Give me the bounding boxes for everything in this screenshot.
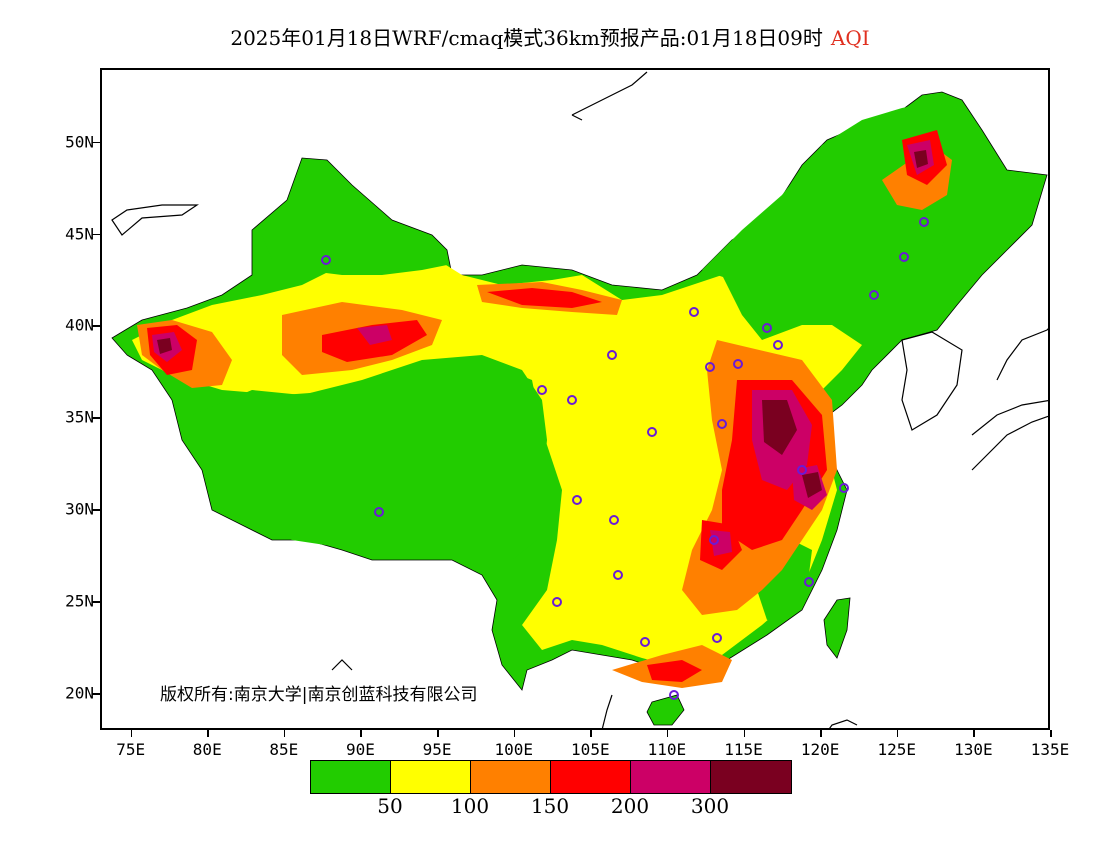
dzungaria-green [262, 165, 447, 275]
lon-label-120: 120E [800, 740, 840, 759]
variable-label: AQI [830, 26, 870, 50]
map-frame [100, 68, 1050, 730]
lon-tick [896, 730, 899, 737]
lat-tick [92, 509, 100, 511]
legend-threshold-50: 50 [377, 794, 403, 818]
map-title: 2025年01月18日WRF/cmaq模式36km预报产品:01月18日09时 A… [0, 22, 1100, 51]
lat-tick [92, 325, 100, 327]
lon-tick [590, 730, 592, 737]
copyright-notice: 版权所有:南京大学|南京创蓝科技有限公司 [160, 685, 478, 705]
lon-tick [360, 730, 362, 737]
lat-label-20: 20N [65, 683, 94, 703]
lon-label-130: 130E [954, 740, 993, 759]
lat-tick [92, 601, 100, 603]
lat-label-30: 30N [65, 499, 94, 519]
aqi-legend [310, 760, 792, 794]
legend-swatch-1 [311, 761, 391, 793]
lon-label-115: 115E [724, 740, 763, 759]
lat-tick [92, 693, 100, 695]
legend-swatch-3 [471, 761, 551, 793]
lon-label-90: 90E [346, 740, 375, 759]
lat-label-35: 35N [65, 407, 94, 427]
lon-tick [666, 730, 669, 737]
legend-swatch-6 [711, 761, 791, 793]
lon-label-100: 100E [494, 740, 533, 759]
lat-tick [92, 141, 100, 144]
lon-label-125: 125E [877, 740, 917, 759]
legend-swatch-5 [631, 761, 711, 793]
hazardous-zones [157, 150, 928, 498]
legend-threshold-200: 200 [610, 794, 650, 818]
lat-tick [92, 233, 100, 235]
lat-tick [92, 417, 100, 419]
station-markers [321, 217, 929, 700]
lon-tick [1050, 730, 1052, 737]
lon-label-80: 80E [192, 740, 222, 759]
legend-swatch-4 [551, 761, 631, 793]
lon-tick [820, 730, 822, 737]
hainan [646, 694, 685, 726]
legend-swatch-2 [391, 761, 471, 793]
lon-label-75: 75E [116, 740, 146, 759]
lon-tick [283, 730, 286, 737]
lat-label-25: 25N [65, 591, 94, 611]
lon-tick [973, 730, 975, 737]
aqi-map [111, 71, 1048, 728]
taiwan [823, 597, 851, 659]
lon-tick [743, 730, 746, 737]
lat-label-45: 45N [65, 224, 94, 243]
lon-tick [437, 730, 439, 737]
lat-label-50: 50N [65, 132, 94, 152]
title-text: 2025年01月18日WRF/cmaq模式36km预报产品:01月18日09时 [230, 26, 823, 50]
lat-label-40: 40N [65, 315, 94, 335]
legend-threshold-150: 150 [530, 794, 570, 818]
legend-threshold-300: 300 [690, 794, 730, 818]
lon-label-135: 135E [1030, 740, 1070, 759]
lon-tick [513, 730, 516, 737]
lon-label-110: 110E [647, 740, 687, 759]
lon-label-105: 105E [571, 740, 610, 759]
legend-threshold-100: 100 [450, 794, 490, 818]
lon-tick [130, 730, 133, 737]
lon-label-85: 85E [269, 740, 299, 759]
lon-label-95: 95E [422, 740, 452, 759]
lon-tick [207, 730, 209, 737]
coastlines [111, 71, 1048, 728]
plateau-green [192, 355, 547, 560]
